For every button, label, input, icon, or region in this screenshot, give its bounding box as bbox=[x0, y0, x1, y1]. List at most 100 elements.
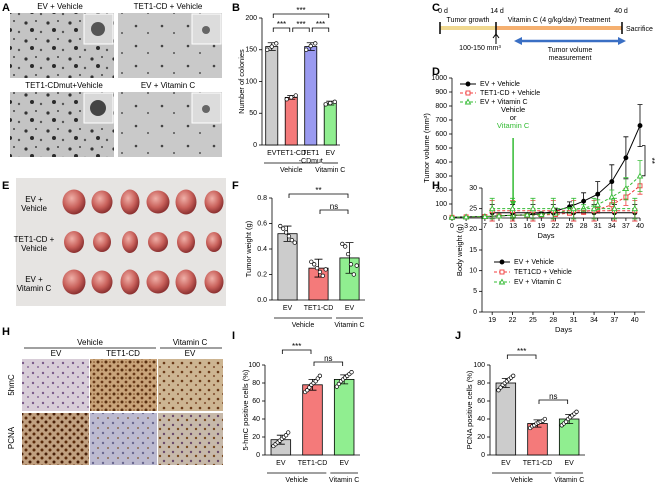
marker bbox=[622, 185, 630, 192]
data-point bbox=[511, 373, 516, 378]
bar bbox=[333, 378, 355, 456]
data-point bbox=[313, 379, 318, 384]
x-tick-label: 25 bbox=[566, 223, 574, 230]
data-point bbox=[332, 99, 337, 104]
x-tick-label: TET1-CD bbox=[298, 460, 328, 467]
x-tick-label: EV bbox=[345, 305, 355, 312]
x-tick-label: EV bbox=[339, 460, 349, 467]
significance-label: ** bbox=[647, 158, 656, 164]
x-tick-label: 3 bbox=[464, 223, 468, 230]
y-tick-label: 800 bbox=[435, 103, 447, 110]
data-point bbox=[317, 269, 323, 275]
tumor bbox=[64, 231, 84, 253]
marker bbox=[570, 205, 577, 212]
bar bbox=[495, 382, 517, 456]
data-point bbox=[312, 262, 317, 267]
treatment-arrow-head bbox=[510, 201, 517, 207]
inset-colony bbox=[202, 105, 210, 113]
data-point bbox=[274, 41, 279, 46]
y-tick-label: 0.4 bbox=[257, 246, 267, 253]
x-tick-label: TET1-CD bbox=[523, 460, 553, 467]
significance-bracket bbox=[506, 354, 537, 359]
legend-label: TET1-CD + Vehicle bbox=[480, 90, 540, 97]
legend-marker bbox=[464, 98, 472, 105]
marker bbox=[529, 205, 537, 212]
inset-colony bbox=[202, 26, 210, 34]
data-point bbox=[304, 47, 309, 52]
significance-label: ns bbox=[324, 354, 332, 363]
x-tick-label: 19 bbox=[537, 223, 545, 230]
tumor bbox=[62, 269, 86, 295]
row-label: EV + Vehicle bbox=[21, 195, 47, 213]
data-point bbox=[289, 237, 294, 243]
phase-label: Tumor growth bbox=[447, 17, 490, 24]
group-label: Vitamin C bbox=[334, 322, 364, 329]
y-axis-label: Number of colonies bbox=[237, 49, 246, 114]
y-tick-label: 400 bbox=[435, 159, 447, 166]
legend-marker bbox=[465, 81, 471, 87]
significance-bracket bbox=[313, 361, 344, 366]
ihc-image bbox=[90, 359, 157, 411]
panel-label: H bbox=[432, 180, 440, 192]
x-tick-label: 37 bbox=[622, 223, 630, 230]
y-tick-label: 100 bbox=[248, 362, 260, 369]
legend-label: EV + Vitamin C bbox=[480, 99, 528, 106]
y-tick-label: 700 bbox=[435, 117, 447, 124]
panel-label: A bbox=[2, 2, 10, 14]
data-point bbox=[336, 381, 342, 387]
column-label: EV bbox=[51, 349, 62, 358]
y-tick-label: 100 bbox=[473, 362, 485, 369]
y-tick-label: 25 bbox=[469, 206, 477, 213]
marker bbox=[631, 205, 639, 212]
phase-bar bbox=[496, 26, 622, 30]
bar bbox=[265, 46, 279, 146]
y-tick-label: 200 bbox=[435, 187, 447, 194]
data-point bbox=[292, 240, 297, 245]
treatment-label: Vitamin C bbox=[497, 121, 530, 130]
x-tick-label: EV bbox=[283, 305, 293, 312]
data-point bbox=[283, 433, 289, 438]
y-tick-label: 900 bbox=[435, 89, 447, 96]
arrow-head bbox=[514, 37, 522, 45]
tumor bbox=[204, 270, 224, 294]
significance-bracket bbox=[292, 27, 310, 32]
x-tick-label: EV bbox=[276, 460, 286, 467]
significance-label: ns bbox=[330, 202, 338, 211]
data-point bbox=[284, 97, 289, 102]
day-label: 0 d bbox=[438, 8, 448, 15]
group-label: Vitamin C bbox=[315, 167, 345, 174]
row-label: PCNA bbox=[7, 426, 16, 449]
data-point bbox=[348, 262, 354, 267]
phase-label: Vitamin C (4 g/kg/day) Treatment bbox=[508, 17, 611, 24]
treatment-label: or bbox=[510, 113, 517, 122]
x-tick-label: 7 bbox=[483, 223, 487, 230]
significance-bracket bbox=[272, 27, 291, 32]
ihc-image bbox=[22, 359, 89, 411]
legend-marker bbox=[465, 90, 471, 96]
marker bbox=[611, 205, 618, 212]
marker bbox=[448, 213, 456, 220]
marker bbox=[595, 191, 601, 197]
day-label: 40 d bbox=[614, 8, 628, 15]
measurement-label: Tumor volume measurement bbox=[548, 47, 593, 62]
legend-label: TET1CD + Vehicle bbox=[514, 269, 572, 276]
legend-label: EV + Vehicle bbox=[514, 259, 554, 266]
x-tick-label: EV bbox=[501, 460, 511, 467]
y-tick-label: 100 bbox=[245, 78, 257, 85]
data-point bbox=[315, 376, 320, 381]
y-tick-label: 40 bbox=[477, 416, 485, 423]
y-tick-label: 0 bbox=[473, 309, 477, 316]
data-point bbox=[328, 100, 333, 106]
marker bbox=[538, 210, 545, 217]
group-label: Vitamin C bbox=[554, 477, 584, 483]
data-point bbox=[308, 43, 313, 49]
bar bbox=[302, 384, 323, 456]
marker bbox=[608, 193, 616, 200]
significance-label: *** bbox=[296, 20, 305, 29]
panel-label: D bbox=[432, 66, 440, 78]
tumor bbox=[93, 232, 111, 252]
data-point bbox=[307, 385, 312, 390]
data-point bbox=[345, 251, 351, 257]
inset-colony bbox=[90, 100, 106, 116]
marker bbox=[550, 205, 557, 212]
